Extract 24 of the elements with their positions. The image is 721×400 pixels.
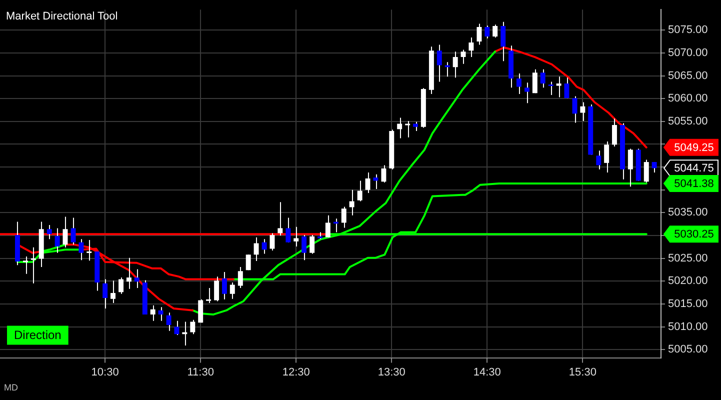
y-tick-label: 5075.00 xyxy=(668,24,708,36)
y-tick-label: 5055.00 xyxy=(668,115,708,128)
text: 5030.25 xyxy=(674,228,714,241)
annotation: Direction xyxy=(14,328,62,342)
text: 5049.25 xyxy=(674,142,714,154)
x-tick-label: 13:30 xyxy=(378,366,406,378)
y-tick-label: 5060.00 xyxy=(668,92,708,105)
y-tick-label: 5025.00 xyxy=(668,252,708,264)
text: 5044.75 xyxy=(674,162,714,175)
x-tick-label: 14:30 xyxy=(473,366,501,378)
x-tick-label: 12:30 xyxy=(282,366,310,378)
y-tick-label: 5015.00 xyxy=(668,298,708,310)
y-tick-label: 5005.00 xyxy=(668,344,708,356)
x-tick-label: 11:30 xyxy=(187,366,214,378)
y-tick-label: 5070.00 xyxy=(668,46,708,59)
y-tick-label: 5010.00 xyxy=(668,320,708,333)
y-tick-label: 5065.00 xyxy=(668,70,708,82)
chart-title: Market Directional Tool xyxy=(6,10,118,23)
y-tick-label: 5035.00 xyxy=(668,206,708,219)
x-tick-label: 15:30 xyxy=(568,366,596,378)
text: 5041.38 xyxy=(674,178,714,190)
y-tick-label: 5020.00 xyxy=(668,275,708,288)
text: MD xyxy=(4,382,18,392)
x-tick-label: 10:30 xyxy=(91,366,119,378)
